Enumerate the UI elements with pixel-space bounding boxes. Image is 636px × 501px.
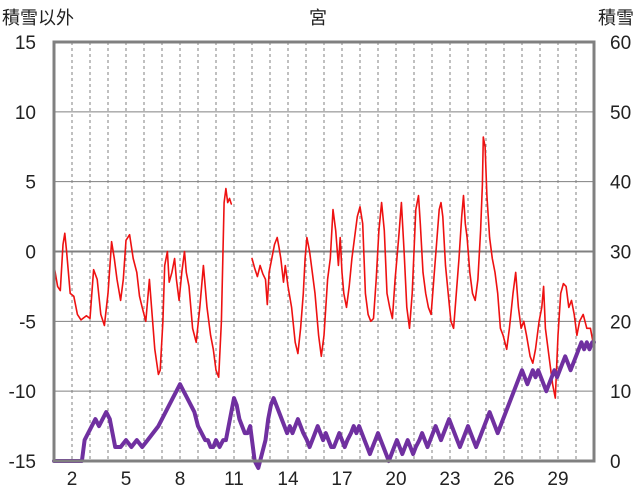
y-left-tick-label: -10 (9, 382, 36, 403)
gridlines (54, 42, 594, 461)
series-lines (52, 136, 596, 470)
axes (52, 40, 596, 463)
y-left-tick-label: 15 (15, 33, 36, 54)
x-tick-label: 20 (385, 469, 406, 490)
y-right-tick-label: 60 (610, 33, 631, 54)
x-tick-label: 8 (175, 469, 186, 490)
x-tick-label: 26 (493, 469, 514, 490)
y-right-axis-title: 積雪 (598, 8, 634, 29)
y-right-tick-label: 20 (610, 312, 631, 333)
x-tick-label: 29 (547, 469, 568, 490)
plot-frame (52, 40, 596, 463)
chart-title: 宮 (309, 8, 327, 29)
snow-depth-line (52, 340, 596, 470)
temperature-line-a (53, 187, 233, 378)
x-tick-label: 2 (67, 469, 78, 490)
y-right-tick-label: 10 (610, 382, 631, 403)
temperature-line-b (251, 136, 595, 399)
y-left-tick-label: -5 (19, 312, 36, 333)
x-tick-label: 11 (224, 469, 244, 490)
y-left-tick-label: -15 (9, 452, 36, 473)
x-tick-label: 5 (121, 469, 132, 490)
y-right-tick-label: 50 (610, 103, 631, 124)
y-left-tick-label: 0 (25, 243, 36, 264)
y-right-tick-label: 30 (610, 243, 631, 264)
y-right-tick-label: 0 (610, 452, 621, 473)
x-tick-label: 23 (439, 469, 460, 490)
y-left-tick-label: 5 (25, 173, 36, 194)
y-right-tick-label: 40 (610, 173, 631, 194)
x-tick-label: 17 (331, 469, 352, 490)
y-left-axis-title: 積雪以外 (2, 8, 74, 29)
x-tick-label: 14 (277, 469, 299, 490)
y-left-tick-label: 10 (15, 103, 36, 124)
